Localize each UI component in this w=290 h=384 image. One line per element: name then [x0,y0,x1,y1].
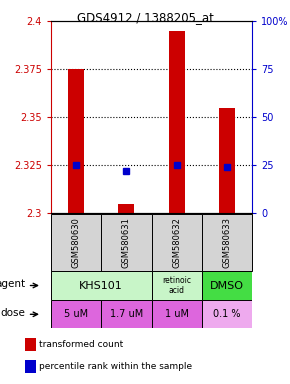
Bar [219,108,235,213]
Bar [152,214,202,271]
Text: 1.7 uM: 1.7 uM [110,309,143,319]
Bar [202,214,252,271]
Bar [101,300,152,328]
Text: GDS4912 / 1388205_at: GDS4912 / 1388205_at [77,11,213,24]
Bar [169,31,185,213]
Text: agent: agent [0,279,26,289]
Bar [51,214,101,271]
Bar [51,271,152,300]
Bar [152,271,202,300]
Text: GSM580631: GSM580631 [122,217,131,268]
Text: GSM580630: GSM580630 [71,217,80,268]
Text: 0.1 %: 0.1 % [213,309,241,319]
Text: DMSO: DMSO [210,280,244,291]
Text: 1 uM: 1 uM [165,309,189,319]
Bar [25,338,37,351]
Text: KHS101: KHS101 [79,280,123,291]
Text: percentile rank within the sample: percentile rank within the sample [39,362,193,371]
Text: transformed count: transformed count [39,340,124,349]
Text: dose: dose [1,308,26,318]
Text: GSM580632: GSM580632 [172,217,181,268]
Text: GSM580633: GSM580633 [223,217,232,268]
Bar [101,214,152,271]
Bar [202,300,252,328]
Bar [51,300,101,328]
Bar [68,69,84,213]
Text: 5 uM: 5 uM [64,309,88,319]
Bar [152,300,202,328]
Bar [118,204,134,213]
Bar [25,360,37,373]
Text: retinoic
acid: retinoic acid [162,276,191,295]
Bar [202,271,252,300]
